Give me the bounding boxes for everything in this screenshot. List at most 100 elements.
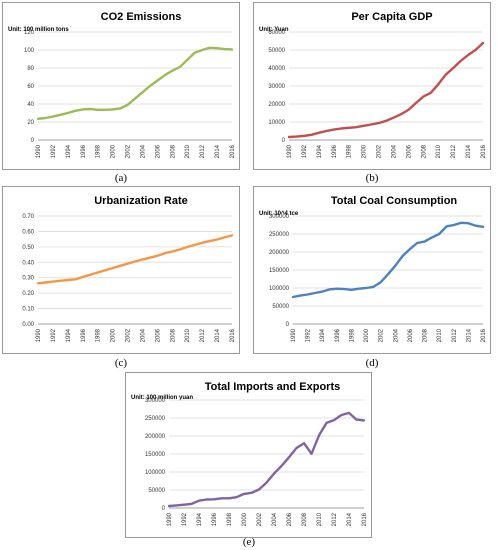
chart-3-data-point — [445, 225, 448, 227]
chart-2-data-point — [82, 276, 84, 278]
chart-0-data-point — [186, 59, 188, 61]
chart-4-data-point — [205, 498, 208, 501]
chart-4-data-point — [250, 492, 253, 494]
chart-4-data-point — [303, 442, 305, 444]
chart-0-data-point — [119, 107, 121, 110]
chart-4-xtick-label: 2002 — [257, 512, 263, 526]
chart-1-title: Per Capita GDP — [351, 11, 432, 23]
chart-1-data-point — [392, 117, 395, 119]
caption-b: (b) — [365, 172, 379, 184]
chart-3-xtick-label: 2000 — [364, 328, 370, 342]
chart-4-data-point — [190, 503, 193, 505]
chart-0-data-point — [141, 91, 144, 93]
chart-2-xtick-label: 2012 — [200, 328, 206, 342]
chart-3-data-point — [292, 296, 294, 298]
chart-4-ytick-label: 150000 — [145, 452, 166, 458]
chart-4-ytick-label: 100000 — [145, 470, 166, 476]
chart-3-data-point — [475, 225, 477, 227]
chart-0-ytick-label: 40 — [27, 102, 34, 108]
chart-4-xtick-label: 2000 — [242, 512, 248, 526]
chart-2-data-point — [44, 281, 47, 284]
chart-0-data-point — [59, 114, 62, 116]
chart-2-ytick-label: 0.40 — [22, 260, 34, 266]
chart-1-xtick-label: 1994 — [317, 144, 323, 158]
chart-3-data-point — [438, 233, 440, 235]
chart-3-data-point — [336, 288, 338, 290]
chart-1-ytick-label: 20000 — [268, 102, 285, 108]
chart-1-xtick-label: 2012 — [451, 144, 457, 158]
chart-0-data-point — [44, 117, 47, 119]
chart-3-data-point — [453, 224, 455, 226]
chart-2-data-point — [112, 267, 114, 269]
chart-1-ytick-label: 30000 — [268, 84, 285, 90]
chart-4-xtick-label: 2004 — [272, 512, 278, 526]
chart-1-xtick-label: 2014 — [466, 144, 472, 158]
chart-2-title: Urbanization Rate — [94, 195, 188, 207]
chart-0-data-point — [112, 108, 114, 110]
chart-1-xtick-label: 2002 — [377, 144, 383, 158]
chart-1-data-point — [370, 123, 372, 126]
chart-3-data-point — [423, 241, 426, 243]
chart-1-ytick-label: 50000 — [268, 48, 285, 54]
chart-3-ytick-label: 250000 — [269, 232, 290, 238]
chart-3-data-point — [343, 288, 345, 290]
chart-1-unit-label: Unit: Yuan — [259, 27, 289, 33]
chart-4-data-point — [273, 473, 275, 475]
chart-0-xtick-label: 2014 — [215, 144, 221, 158]
chart-3-data-point — [328, 288, 331, 290]
chart-total-imports-exports-svg: Total Imports and Exports Unit: 100 milli… — [125, 372, 372, 538]
chart-2-ytick-label: 0.00 — [22, 322, 34, 328]
chart-2-data-point — [97, 271, 99, 274]
chart-3-data-point — [372, 286, 374, 288]
chart-2-data-point — [179, 248, 181, 251]
chart-1-data-point — [340, 127, 342, 130]
chart-1-data-point — [437, 83, 439, 85]
chart-1-xtick-label: 1992 — [302, 144, 308, 158]
chart-2-data-point — [119, 265, 121, 267]
chart-2-xtick-label: 2002 — [126, 328, 132, 342]
chart-1-ytick-label: 40000 — [268, 66, 285, 72]
chart-3-ytick-label: 150000 — [269, 268, 290, 274]
chart-1-xtick-label: 2016 — [481, 144, 487, 158]
chart-co2-emissions: CO2 Emissions Unit: 100 million tons 0 20 40… — [2, 2, 240, 170]
chart-0-data-point — [52, 116, 54, 118]
chart-total-coal-consumption-svg: Total Coal Consumption Unit: 10^4 tce 0 500… — [253, 186, 491, 354]
chart-0-data-point — [97, 109, 99, 111]
chart-1-data-point — [474, 49, 477, 51]
chart-1-data-point — [325, 130, 327, 132]
chart-2-data-point — [171, 250, 173, 253]
chart-0-data-point — [74, 110, 76, 112]
chart-2-ytick-label: 0.30 — [22, 276, 34, 282]
chart-4-data-point — [243, 493, 245, 495]
chart-3-xtick-label: 2004 — [393, 328, 399, 342]
chart-1-data-point — [407, 109, 409, 111]
chart-0-xtick-label: 1990 — [36, 144, 42, 158]
chart-3-title: Total Coal Consumption — [331, 195, 458, 207]
chart-1-data-point — [333, 129, 335, 131]
chart-4-xtick-label: 2016 — [362, 512, 368, 526]
chart-3-data-point — [299, 295, 301, 297]
chart-2-ytick-label: 0.10 — [22, 307, 34, 313]
chart-0-xtick-label: 1998 — [96, 144, 102, 158]
chart-3-xtick-label: 2016 — [481, 328, 487, 342]
chart-3-ytick-label: 100000 — [269, 286, 290, 292]
chart-2-xtick-label: 1998 — [96, 328, 102, 342]
chart-2-data-point — [149, 257, 151, 259]
chart-0-data-point — [201, 49, 203, 51]
chart-0-xtick-label: 2016 — [230, 144, 236, 158]
chart-0-data-point — [179, 66, 181, 68]
chart-1-ytick-label: 0 — [282, 138, 286, 144]
chart-4-data-point — [325, 422, 328, 424]
chart-2-data-point — [231, 234, 233, 236]
chart-4-xtick-label: 2008 — [302, 512, 308, 526]
chart-1-data-point — [415, 102, 417, 104]
chart-1-data-point — [377, 122, 380, 124]
chart-4-xtick-label: 1994 — [197, 512, 203, 526]
chart-per-capita-gdp-svg: Per Capita GDP Unit: Yuan 0 10000 20000 30000… — [253, 2, 491, 170]
chart-1-xtick-label: 1998 — [347, 144, 353, 158]
chart-2-data-point — [164, 252, 166, 254]
chart-2-data-point — [194, 244, 196, 246]
chart-0-xtick-label: 1996 — [81, 144, 87, 158]
chart-0-data-point — [194, 52, 196, 54]
chart-2-data-point — [201, 242, 203, 244]
